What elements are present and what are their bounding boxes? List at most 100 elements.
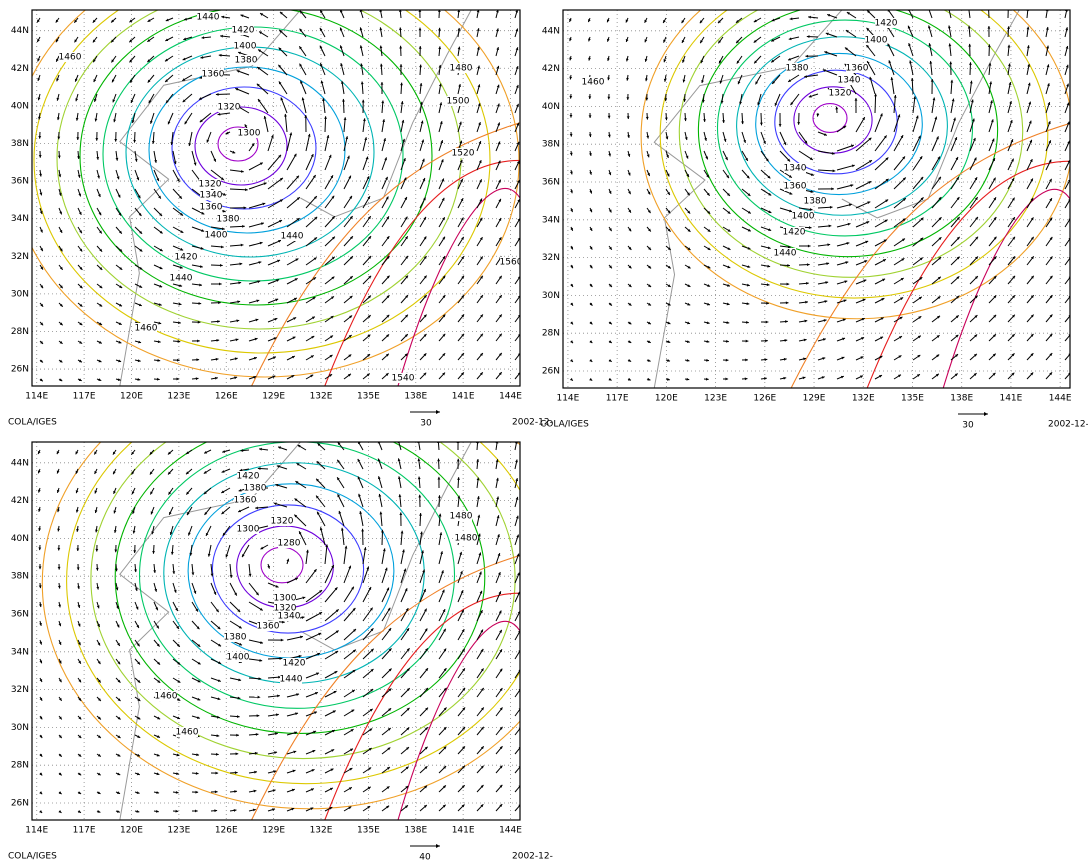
- arrow-head: [312, 749, 316, 753]
- arrow-head: [462, 648, 465, 652]
- wind-arrow: [948, 10, 952, 19]
- arrow-head: [258, 261, 262, 264]
- arrow-head: [787, 264, 790, 267]
- arrow-head: [1011, 158, 1014, 162]
- arrow-head: [625, 58, 629, 62]
- arrow-head: [93, 98, 97, 102]
- label-bg: [218, 102, 240, 112]
- contour-label: 1400: [205, 231, 228, 241]
- arrow-head: [625, 19, 629, 23]
- contour-label: 1440: [197, 13, 220, 23]
- arrow-head: [987, 26, 991, 29]
- arrow-head: [151, 141, 155, 144]
- arrow-head: [956, 176, 959, 180]
- arrow-head: [727, 210, 731, 214]
- contour-label: 1420: [232, 26, 255, 36]
- arrow-head: [78, 716, 82, 720]
- arrow-head: [789, 17, 793, 21]
- arrow-head: [1011, 197, 1015, 201]
- arrow-head: [589, 265, 593, 269]
- arrow-head: [424, 766, 428, 770]
- arrow-head: [515, 84, 519, 88]
- label-bg: [838, 75, 860, 85]
- arrow-head: [707, 210, 711, 214]
- arrow-head: [94, 471, 98, 475]
- arrow-head: [499, 765, 503, 769]
- x-label: 117E: [73, 826, 96, 836]
- arrow-head: [705, 156, 708, 160]
- arrow-head: [98, 359, 102, 363]
- arrow-head: [766, 301, 769, 305]
- arrow-head: [235, 88, 239, 91]
- arrow-head: [417, 476, 421, 480]
- arrow-head: [499, 314, 502, 318]
- arrow-head: [206, 139, 210, 143]
- arrow-head: [1047, 83, 1050, 87]
- arrow-head: [279, 11, 283, 15]
- y-label: 40N: [542, 102, 560, 112]
- arrow-head: [739, 101, 742, 105]
- x-label: 129E: [262, 826, 285, 836]
- arrow-head: [257, 695, 261, 699]
- arrow-head: [331, 729, 335, 733]
- arrow-head: [736, 60, 740, 64]
- arrow-head: [139, 230, 143, 234]
- credit: COLA/IGES: [540, 420, 589, 430]
- arrow-head: [478, 160, 482, 164]
- contour: [217, 126, 259, 162]
- arrow-head: [57, 585, 61, 589]
- arrow-head: [314, 711, 317, 715]
- arrow-head: [256, 299, 260, 303]
- label-bg: [234, 495, 256, 505]
- arrow-head: [322, 98, 325, 101]
- arrow-head: [75, 117, 79, 121]
- arrow-head: [78, 359, 82, 363]
- contour-label: 1320: [218, 103, 241, 113]
- y-label: 32N: [11, 252, 29, 262]
- arrow-head: [314, 692, 318, 695]
- arrow-head: [138, 213, 142, 216]
- arrow-head: [975, 236, 979, 240]
- arrow-head: [707, 247, 711, 250]
- arrow-head: [195, 608, 198, 612]
- arrow-head: [139, 285, 143, 288]
- wind-arrow: [381, 567, 388, 584]
- vector-scale: 30: [420, 419, 432, 429]
- arrow-head: [727, 193, 730, 196]
- arrow-head: [196, 358, 200, 362]
- wind-arrow: [874, 157, 889, 171]
- arrow-head: [182, 78, 186, 81]
- arrow-head: [666, 173, 670, 177]
- arrow-head: [40, 359, 43, 363]
- arrow-head: [687, 265, 691, 269]
- arrow-head: [177, 339, 181, 343]
- arrow-head: [589, 153, 592, 156]
- arrow-head: [39, 192, 43, 196]
- arrow-head: [117, 698, 121, 702]
- arrow-head: [236, 733, 239, 737]
- arrow-head: [78, 697, 82, 701]
- arrow-head: [517, 179, 520, 183]
- arrow-head: [97, 753, 101, 757]
- arrow-head: [476, 459, 480, 462]
- arrow-head: [496, 28, 499, 32]
- arrow-head: [1049, 353, 1053, 357]
- arrow-head: [516, 534, 520, 538]
- arrow-head: [385, 373, 389, 376]
- arrow-head: [516, 141, 520, 145]
- arrow-head: [136, 772, 140, 776]
- arrow-head: [498, 275, 502, 279]
- arrow-head: [516, 160, 520, 164]
- arrow-head: [278, 81, 282, 85]
- arrow-head: [900, 277, 904, 281]
- arrow-head: [179, 265, 183, 269]
- arrow-head: [58, 174, 62, 178]
- arrow-head: [706, 192, 710, 196]
- arrow-head: [423, 804, 427, 808]
- arrow-head: [385, 196, 389, 200]
- wind-arrow: [514, 669, 520, 679]
- arrow-head: [294, 577, 298, 581]
- arrow-head: [968, 43, 972, 47]
- arrow-head: [360, 81, 364, 85]
- arrow-head: [240, 169, 244, 173]
